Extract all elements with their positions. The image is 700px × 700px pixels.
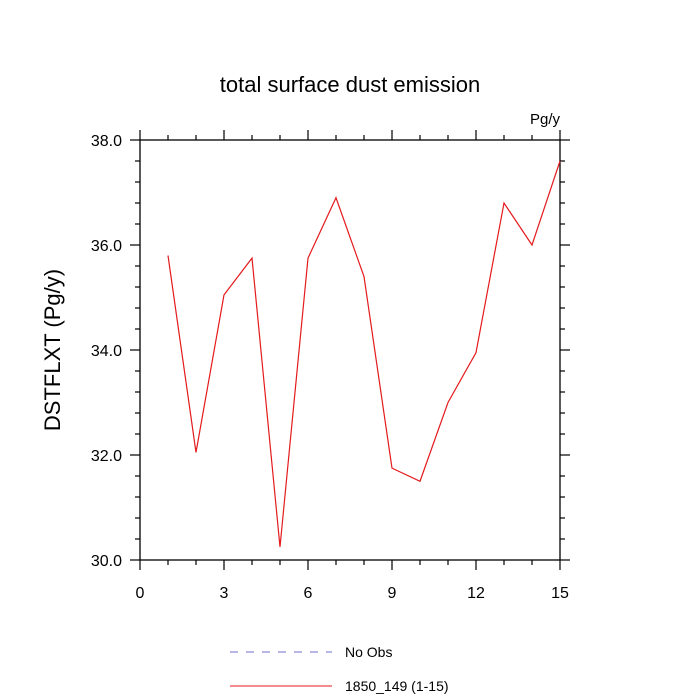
x-tick-label: 15: [551, 585, 569, 602]
x-tick-label: 3: [220, 585, 229, 602]
legend-label: 1850_149 (1-15): [345, 678, 449, 694]
x-tick-label: 12: [467, 585, 485, 602]
series-layer: [167, 160, 561, 547]
series-line: [167, 160, 561, 547]
plot-frame: [139, 139, 561, 561]
y-tick-label: 36.0: [91, 238, 122, 255]
x-tick-label: 6: [304, 585, 313, 602]
y-tick-label: 32.0: [91, 448, 122, 465]
legend: No Obs 1850_149 (1-15): [230, 644, 449, 694]
ticks-layer: 0 3 6 9 12 15 30.0 32.0 34.0 36.0 38.0: [91, 130, 570, 602]
x-tick-label: 0: [136, 585, 145, 602]
x-tick-label: 9: [388, 585, 397, 602]
y-tick-label: 34.0: [91, 343, 122, 360]
units-label: Pg/y: [530, 111, 561, 128]
legend-label: No Obs: [345, 644, 392, 660]
y-tick-label: 38.0: [91, 133, 122, 150]
y-axis-label: DSTFLXT (Pg/y): [40, 269, 65, 431]
chart-title: total surface dust emission: [220, 72, 480, 97]
y-tick-label: 30.0: [91, 553, 122, 570]
